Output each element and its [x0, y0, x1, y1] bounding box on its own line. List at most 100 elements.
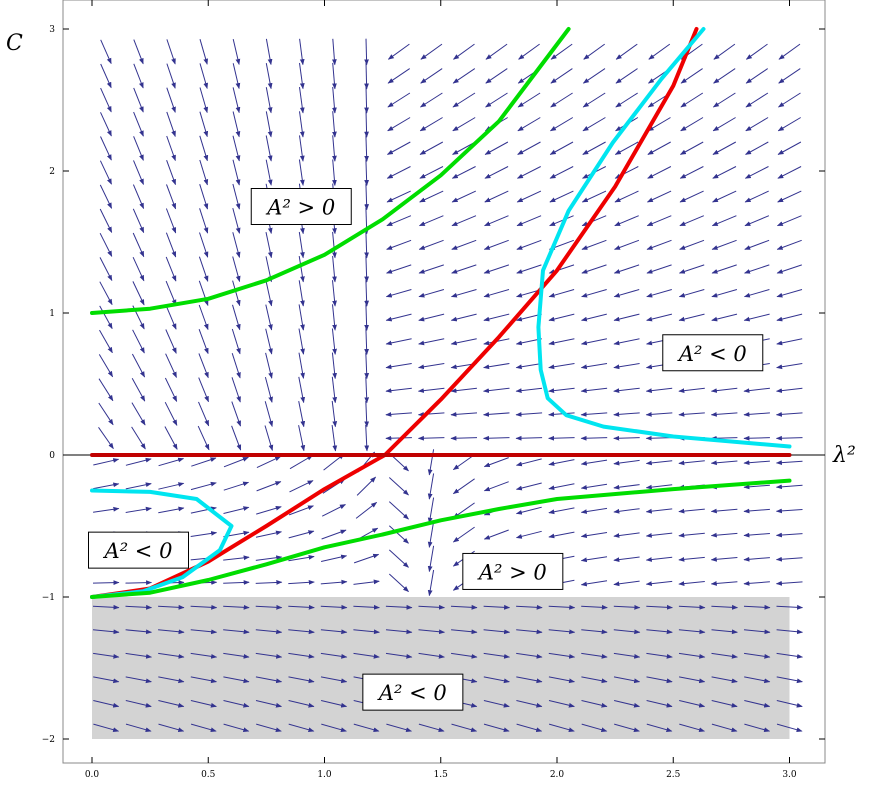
flow-arrow — [364, 255, 370, 283]
flow-arrow — [710, 532, 738, 538]
flow-arrow — [353, 629, 380, 635]
flow-arrow — [613, 556, 640, 562]
flow-arrow — [199, 87, 209, 114]
flow-arrow — [299, 62, 305, 90]
flow-arrow — [158, 629, 185, 635]
flow-arrow — [165, 232, 177, 258]
flow-arrow — [678, 289, 705, 298]
flow-arrow — [451, 629, 478, 635]
flow-arrow — [483, 289, 510, 298]
flow-arrow — [166, 111, 176, 137]
flow-arrow — [614, 215, 639, 227]
flow-arrow — [332, 231, 337, 259]
flow-arrow — [548, 338, 575, 346]
flow-arrow — [710, 460, 738, 466]
flow-arrow — [744, 215, 770, 227]
flow-arrow — [580, 556, 608, 563]
flow-arrow — [232, 256, 241, 283]
region-label-box — [250, 188, 352, 225]
flow-arrow — [133, 111, 144, 137]
flow-arrow — [613, 484, 640, 490]
flow-arrow — [548, 507, 575, 515]
flow-arrow — [125, 652, 152, 659]
flow-arrow — [265, 111, 273, 138]
flow-arrow — [125, 482, 152, 490]
flow-arrow — [645, 580, 673, 587]
flow-arrow — [232, 232, 241, 258]
x-tick-label: 0.5 — [201, 770, 216, 780]
flow-arrow — [125, 506, 152, 513]
flow-arrow — [645, 484, 673, 490]
y-tick-label: 0 — [49, 451, 55, 461]
flow-arrow — [645, 556, 673, 562]
flow-arrow — [776, 676, 803, 684]
flow-arrow — [515, 387, 543, 393]
flow-arrow — [548, 313, 575, 322]
flow-arrow — [232, 159, 241, 186]
flow-arrow — [775, 412, 803, 417]
y-tick-label: 2 — [49, 167, 55, 177]
flow-arrow — [93, 652, 120, 659]
region-label-box — [462, 552, 564, 590]
flow-arrow — [548, 700, 575, 708]
region-label: A² > 0 — [265, 196, 335, 220]
flow-arrow — [223, 629, 250, 635]
flow-arrow — [99, 184, 113, 209]
flow-arrow — [452, 117, 476, 132]
flow-arrow — [165, 353, 177, 378]
flow-arrow — [645, 460, 673, 466]
flow-arrow — [517, 117, 541, 132]
flow-arrow — [288, 579, 315, 585]
flow-arrow — [450, 435, 478, 441]
flow-arrow — [232, 304, 241, 331]
flow-arrow — [198, 353, 209, 379]
flow-arrow — [93, 700, 120, 708]
flow-arrow — [321, 529, 347, 540]
flow-arrow — [100, 87, 112, 113]
flow-arrow — [776, 289, 803, 298]
flow-arrow — [776, 652, 803, 659]
flow-arrow — [133, 87, 144, 113]
flow-arrow — [548, 483, 575, 491]
flow-arrow — [298, 401, 306, 428]
flow-arrow — [256, 456, 282, 469]
flow-arrow — [581, 629, 608, 635]
flow-arrow — [166, 184, 177, 210]
flow-arrow — [231, 425, 242, 451]
flow-arrow — [166, 160, 176, 186]
flow-arrow — [712, 141, 737, 155]
flow-arrow — [199, 63, 209, 89]
flow-arrow — [418, 629, 445, 635]
flow-arrow — [580, 338, 608, 346]
flow-arrow — [255, 652, 283, 659]
flow-arrow — [743, 629, 771, 635]
flow-arrow — [255, 700, 282, 708]
region-label: A² < 0 — [103, 539, 173, 563]
flow-arrow — [678, 412, 705, 417]
flow-arrow — [165, 280, 177, 306]
flow-arrow — [223, 580, 250, 585]
flow-arrow — [613, 700, 640, 708]
flow-arrow — [332, 86, 337, 114]
flow-arrow — [647, 141, 671, 155]
flow-arrow — [712, 117, 736, 132]
flow-arrow — [255, 604, 283, 610]
flow-arrow — [125, 723, 152, 733]
flow-arrow — [93, 458, 120, 466]
flow-arrow — [92, 604, 120, 610]
flow-arrow — [385, 363, 412, 370]
flow-arrow — [516, 700, 543, 708]
flow-arrow — [483, 604, 511, 610]
flow-arrow — [581, 239, 607, 250]
flow-arrow — [388, 477, 409, 496]
flow-arrow — [711, 676, 738, 684]
flow-arrow — [231, 353, 241, 379]
flow-arrow — [743, 460, 770, 466]
flow-arrow — [99, 232, 113, 257]
flow-arrow — [320, 676, 348, 684]
flow-arrow — [549, 215, 574, 227]
curve-0 — [90, 27, 571, 315]
flow-arrow — [581, 723, 608, 733]
y-tick-label: 1 — [49, 309, 55, 319]
flow-arrow — [387, 92, 411, 108]
